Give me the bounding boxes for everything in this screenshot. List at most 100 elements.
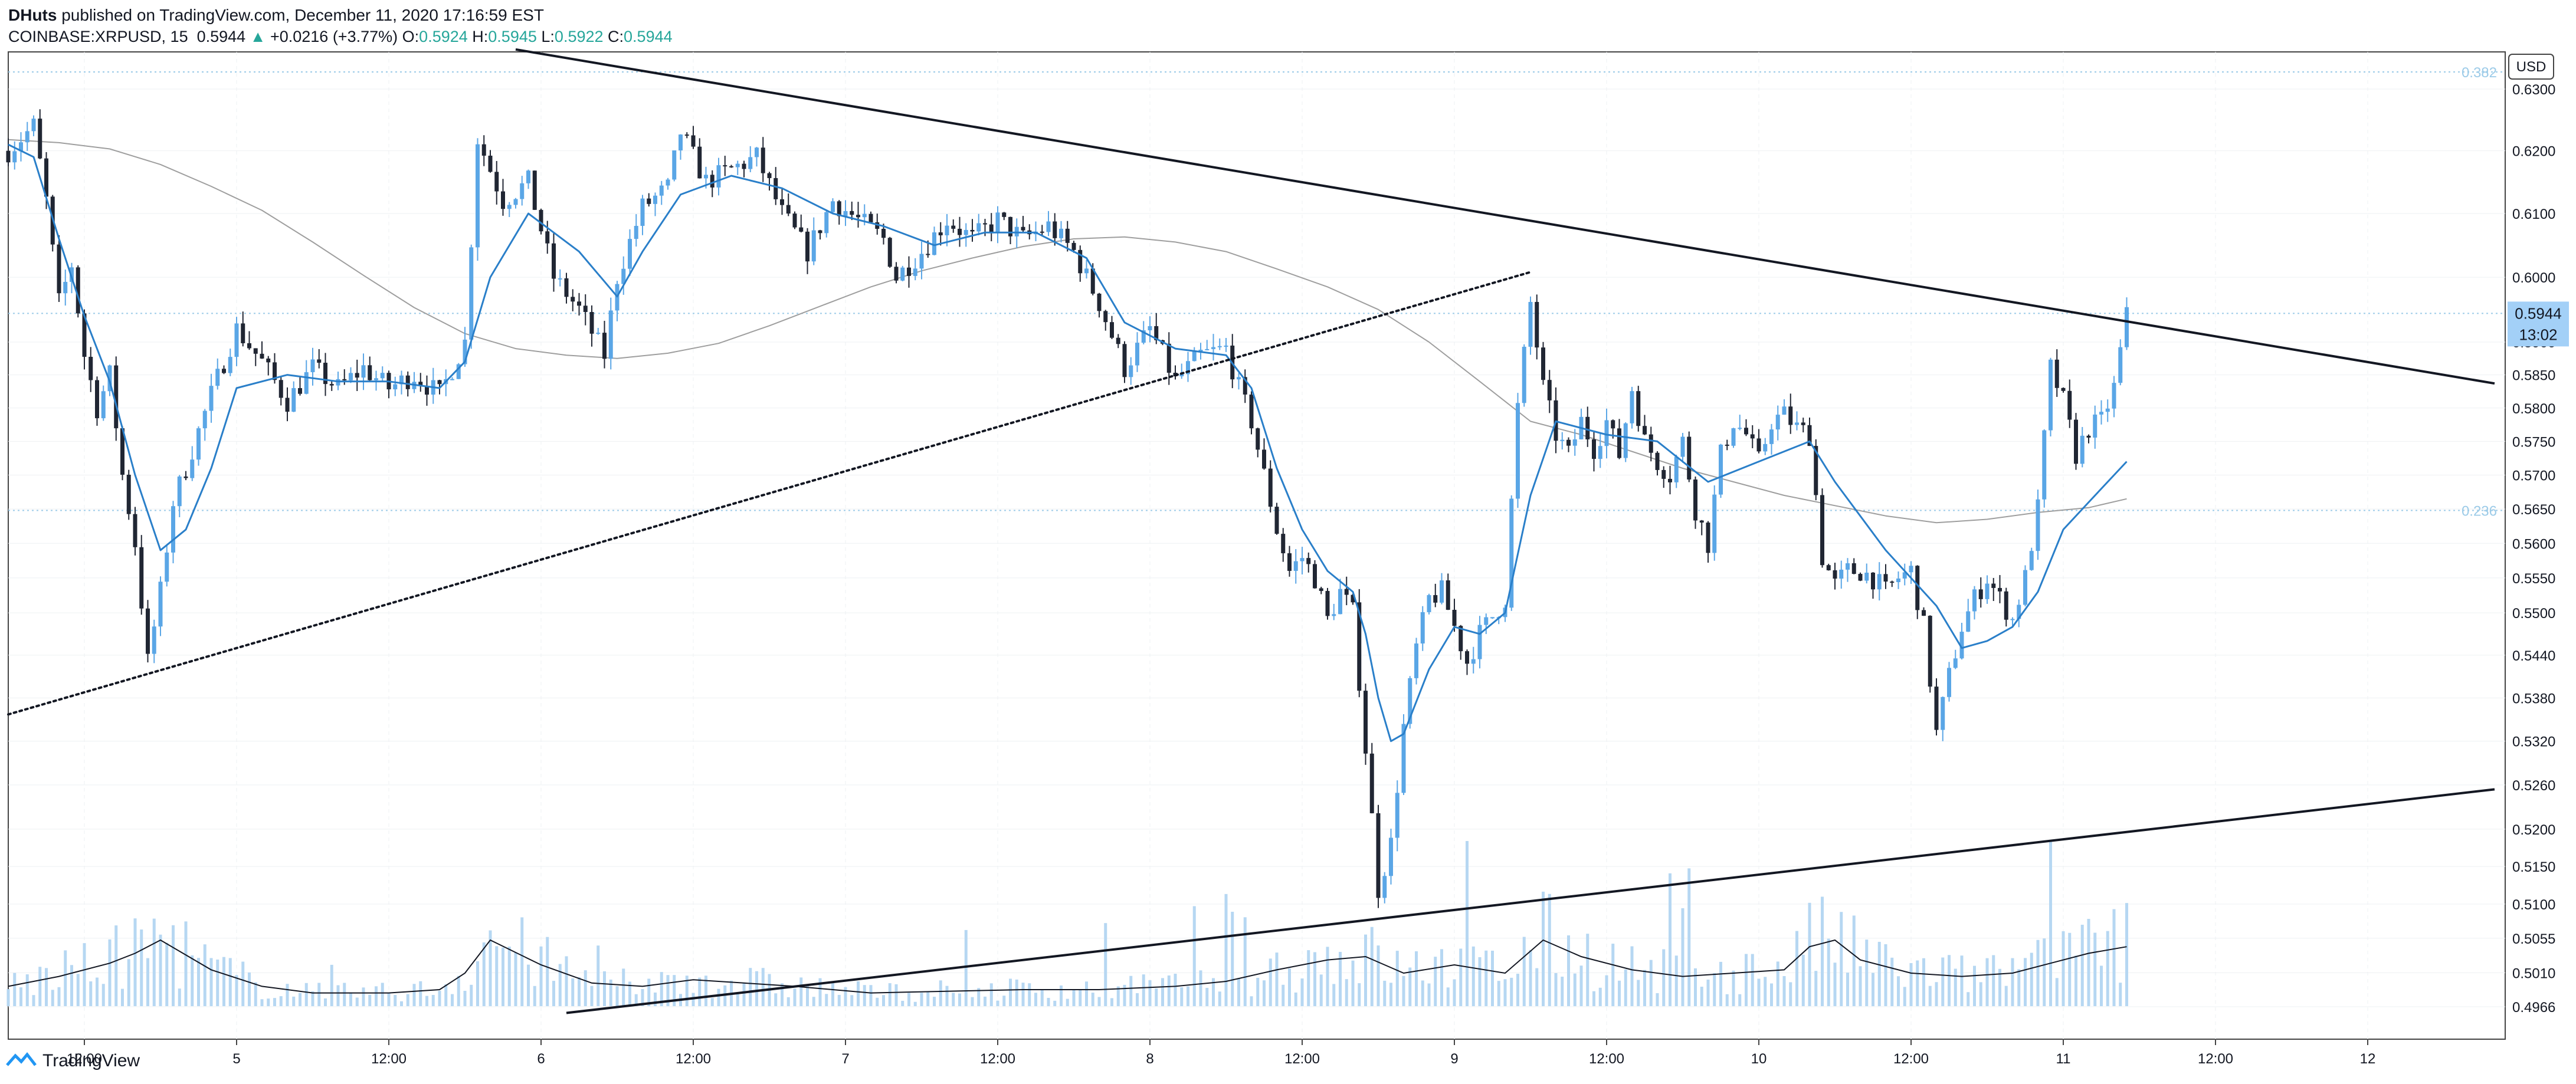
candle-body [1738,428,1742,429]
footer: TradingView [6,1051,140,1071]
volume-bar [698,977,702,1006]
candle-body [926,254,930,255]
candle-body [1541,347,1545,380]
volume-bar [1466,841,1469,1006]
price-tick-label: 0.5200 [2512,822,2555,838]
volume-bar [1091,993,1094,1006]
candle-body [526,170,530,183]
candle-body [710,175,715,188]
price-tick-label: 0.5010 [2512,965,2555,981]
volume-bar [241,961,245,1006]
candle-body [260,353,264,359]
volume-bar [1522,937,1526,1006]
price-markers: USD 0.5944 13:02 [2508,54,2569,347]
candle-body [1699,520,1704,523]
volume-bar [710,998,714,1006]
candle-body [1154,326,1159,340]
volume-bar [489,930,492,1006]
volume-bar [597,945,600,1006]
volume-bar [375,986,378,1006]
volume-bar [2024,958,2027,1006]
brand-label[interactable]: TradingView [42,1051,140,1070]
time-tick-label: 12:00 [980,1051,1015,1067]
candle-body [1332,614,1336,616]
price-tick-label: 0.6000 [2512,270,2555,286]
price-tick-label: 0.5100 [2512,897,2555,913]
volume-bar [1764,977,1767,1006]
volume-bar [1548,894,1551,1006]
candle-body [1053,221,1057,238]
trendline[interactable] [515,48,2495,385]
candle-body [963,229,968,235]
volume-bar [184,921,188,1006]
volume-bar [2087,919,2090,1006]
candle-body [501,191,505,209]
time-tick-label: 12 [2360,1051,2376,1067]
time-tick-label: 12:00 [1589,1051,1624,1067]
candle-body [1687,436,1692,480]
volume-bar [1446,987,1450,1006]
volume-bar [1656,993,1659,1006]
price-tick-label: 0.5850 [2512,368,2555,384]
candle-body [1344,589,1349,595]
candle-body [1820,495,1824,566]
volume-bar [1326,947,1329,1006]
volume-bar [1801,954,1805,1006]
price-axis[interactable]: 0.63000.62000.61000.60000.59000.58500.58… [2512,82,2555,1016]
volume-bar [717,988,720,1006]
volume-bar [1250,996,1253,1006]
candle-body [329,384,334,386]
volume-bar [1770,983,1773,1006]
candle-body [285,398,290,412]
price-tick-label: 0.5800 [2512,401,2555,417]
candle-body [621,268,626,284]
volume-bar [1263,980,1266,1006]
trendlines[interactable] [7,48,2495,1014]
candle-body [970,229,975,232]
candle-body [958,228,962,235]
time-axis[interactable]: 12:00 5 12:00 6 12:00 7 12:00 8 12:00 9 12:00 10 12:… [67,1039,2375,1067]
publish-info: published on TradingView.com, December 1… [61,6,544,24]
candle-body [1623,423,1628,458]
candle-body [1211,347,1215,349]
candle-body [1325,590,1330,616]
volume-bar [952,993,955,1006]
dotted-trendline[interactable] [7,271,1532,716]
volume-bar [964,929,968,1006]
candle-body [1097,293,1102,311]
candle-body [1287,553,1292,571]
candle-body [1141,330,1146,343]
volume-bar [159,934,162,1006]
volume-bar [1605,975,1608,1006]
currency-badge[interactable] [2508,54,2554,80]
volume-bar [901,1000,904,1006]
volume-bar [260,999,264,1006]
volume-bar [51,990,54,1006]
volume-bar [1814,971,1818,1006]
high-value: 0.5945 [488,28,537,45]
volume-bar [1554,973,1558,1006]
tradingview-logo-icon[interactable] [6,1052,37,1070]
candle-body [215,369,220,386]
candle-body [120,428,124,475]
candle-body [2010,619,2015,620]
candle-body [1274,507,1279,534]
candle-body [1788,406,1793,425]
change-arrow-icon: ▲ [250,28,266,45]
candle-body [640,198,645,226]
candle-body [1268,468,1273,507]
candle-body [634,225,638,239]
volume-bar [1700,987,1703,1006]
candle-body [774,178,778,199]
volume-bar [1662,949,1666,1006]
candle-body [374,378,378,380]
candle-body [1528,301,1533,347]
candle-body [342,379,347,380]
trendline[interactable] [566,788,2495,1014]
candle-body [19,142,23,152]
volume-bar [394,994,397,1006]
price-tick-label: 0.4966 [2512,1000,2555,1016]
volume-bar [412,984,416,1006]
author-name[interactable]: DHuts [8,6,57,24]
